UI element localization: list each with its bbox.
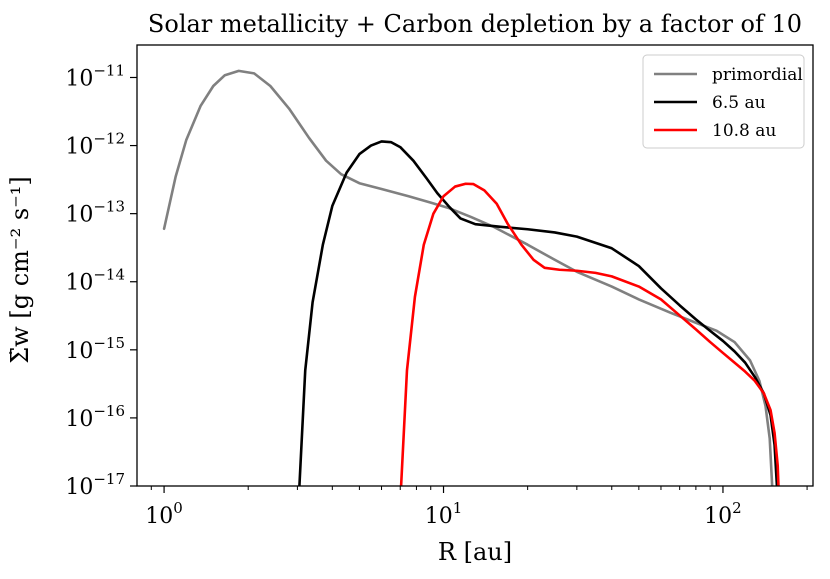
chart-title: Solar metallicity + Carbon depletion by … [148,10,802,38]
legend-label-2: 10.8 au [712,121,776,141]
y-axis-label: Σ̇w [g cm⁻² s⁻¹] [6,176,34,364]
y-tick-label: 10−12 [65,130,125,160]
legend-box [642,54,805,149]
y-tick-label: 10−17 [65,470,125,500]
legend: primordial 6.5 au 10.8 au [642,54,805,149]
axis-ticks: 100 101 102 10−17 10−16 10−15 10−14 10−13 10−12 1… [65,61,808,529]
y-tick-label: 10−11 [65,61,125,91]
plot-frame [136,44,814,487]
x-tick-label: 101 [425,499,463,529]
legend-label-1: 6.5 au [712,93,766,113]
x-tick-label: 100 [145,499,183,529]
series-lines [162,69,780,486]
series-line-1 [298,140,779,486]
y-tick-label: 10−16 [65,402,125,432]
x-tick-label: 102 [704,499,742,529]
y-axis-label-text: Σ̇w [g cm⁻² s⁻¹] [6,176,34,364]
y-tick-label: 10−13 [65,198,125,228]
series-line-2 [399,182,780,486]
y-tick-label: 10−14 [65,266,125,296]
legend-label-0: primordial [712,65,803,85]
y-tick-label: 10−15 [65,334,125,364]
x-axis-label: R [au] [438,538,512,566]
series-line-0 [162,69,774,486]
